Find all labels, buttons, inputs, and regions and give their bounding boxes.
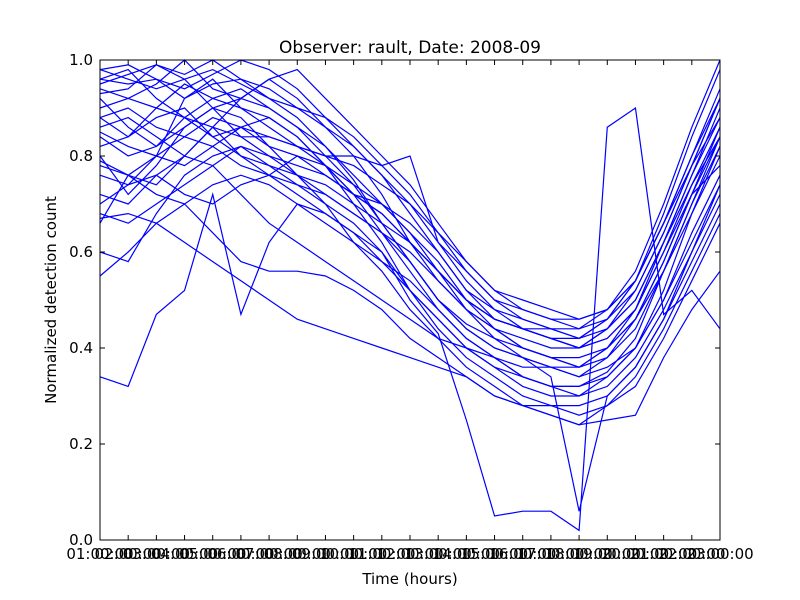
x-tick-label-19: 19:00:00 xyxy=(574,545,641,563)
series-line-4 xyxy=(99,83,721,387)
x-tick-label-9: 09:00:00 xyxy=(292,545,359,563)
x-tick-label-17: 17:00:00 xyxy=(517,545,584,563)
series-line-22 xyxy=(99,126,721,349)
x-tick-label-6: 06:00:00 xyxy=(207,545,274,563)
x-tick-label-7: 07:00:00 xyxy=(235,545,302,563)
y-tick-label-3: 0.4 xyxy=(69,339,93,357)
x-tick-label-13: 13:00:00 xyxy=(404,545,471,563)
x-tick-label-23: 23:00:00 xyxy=(686,545,753,563)
x-tick-label-21: 21:00:00 xyxy=(630,545,697,563)
x-tick-label-5: 05:00:00 xyxy=(179,545,246,563)
series-line-17 xyxy=(99,97,721,378)
series-line-12 xyxy=(99,184,721,407)
series-line-23 xyxy=(99,68,721,330)
y-tick-label-5: 0.8 xyxy=(69,147,93,165)
x-tick-label-15: 15:00:00 xyxy=(461,545,528,563)
chart-title: Observer: rault, Date: 2008-09 xyxy=(279,38,541,58)
series-line-24 xyxy=(99,165,721,397)
series-line-1 xyxy=(99,106,721,532)
x-tick-label-14: 14:00:00 xyxy=(433,545,500,563)
x-tick-label-1: 01:00:00 xyxy=(66,545,133,563)
series-line-14 xyxy=(99,88,721,340)
x-tick-label-16: 16:00:00 xyxy=(489,545,556,563)
series-line-25 xyxy=(99,88,721,320)
series-line-27 xyxy=(99,116,721,512)
x-tick-label-3: 03:00:00 xyxy=(123,545,190,563)
series-line-19 xyxy=(99,59,721,330)
x-tick-label-18: 18:00:00 xyxy=(545,545,612,563)
y-tick-label-4: 0.6 xyxy=(69,243,93,261)
x-tick-label-8: 08:00:00 xyxy=(264,545,331,563)
series-line-15 xyxy=(99,155,721,378)
x-tick-label-10: 10:00:00 xyxy=(320,545,387,563)
y-axis-label: Normalized detection count xyxy=(42,196,60,404)
y-tick-label-2: 0.2 xyxy=(69,435,93,453)
x-tick-label-11: 11:00:00 xyxy=(348,545,415,563)
x-tick-label-12: 12:00:00 xyxy=(376,545,443,563)
x-tick-label-22: 22:00:00 xyxy=(658,545,725,563)
y-axis: 0.0 0.2 0.4 0.6 0.8 1.0 xyxy=(69,51,720,549)
x-tick-label-20: 20:00:00 xyxy=(602,545,669,563)
series-layer xyxy=(99,59,721,532)
series-line-7 xyxy=(99,203,721,426)
y-tick-label-1: 0.0 xyxy=(69,531,93,549)
series-line-16 xyxy=(99,64,721,339)
x-tick-label-2: 02:00:00 xyxy=(94,545,161,563)
series-line-26 xyxy=(99,145,721,359)
x-axis-label: Time (hours) xyxy=(361,570,457,588)
x-axis: 01:00:0002:00:0003:00:0004:00:0005:00:00… xyxy=(66,60,754,563)
y-tick-label-6: 1.0 xyxy=(69,51,93,69)
x-tick-label-4: 04:00:00 xyxy=(151,545,218,563)
series-line-18 xyxy=(99,136,721,387)
